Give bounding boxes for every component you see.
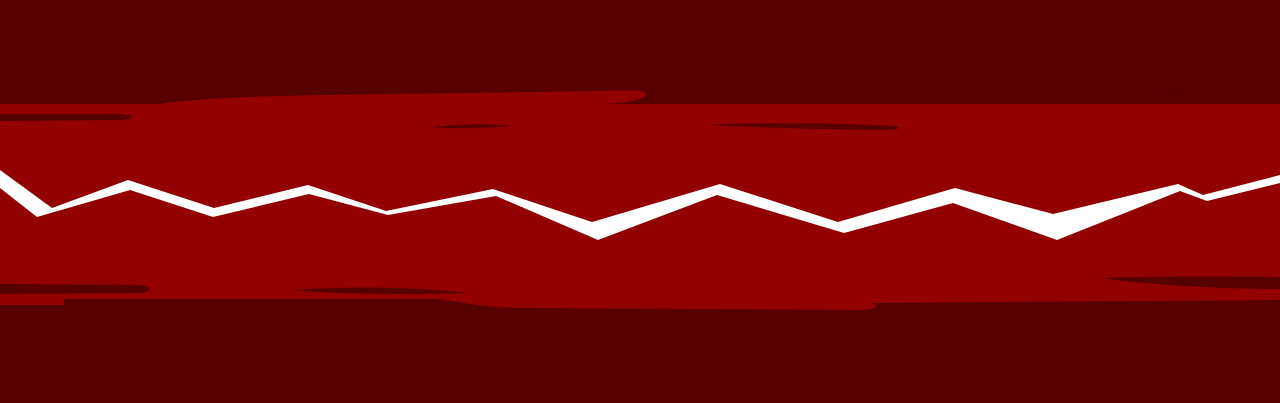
streak-top-right xyxy=(1160,85,1280,98)
red-band xyxy=(0,90,1280,310)
zigzag-crack xyxy=(0,170,1280,240)
streak-bottom-right xyxy=(1100,276,1280,289)
shadow-streaks xyxy=(0,85,1280,294)
streak-bottom-mid xyxy=(290,287,470,294)
streak-bottom-left xyxy=(0,284,150,294)
streak-top-left xyxy=(0,114,133,121)
streak-top-mid xyxy=(430,124,512,129)
streak-top-center xyxy=(708,123,900,130)
